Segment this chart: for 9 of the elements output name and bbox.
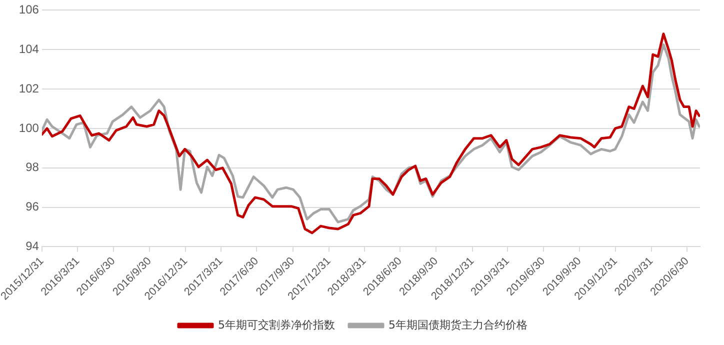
- y-tick-label: 96: [26, 200, 40, 214]
- y-tick-label: 98: [26, 160, 40, 174]
- y-tick-label: 94: [26, 239, 40, 254]
- y-tick-label: 100: [18, 120, 40, 135]
- y-tick-label: 102: [18, 81, 40, 96]
- y-tick-label: 104: [18, 42, 40, 56]
- legend-label: 5年期国债期货主力合约价格: [388, 318, 528, 332]
- y-tick-label: 106: [18, 2, 40, 17]
- legend-label: 5年期可交割券净价指数: [218, 318, 335, 332]
